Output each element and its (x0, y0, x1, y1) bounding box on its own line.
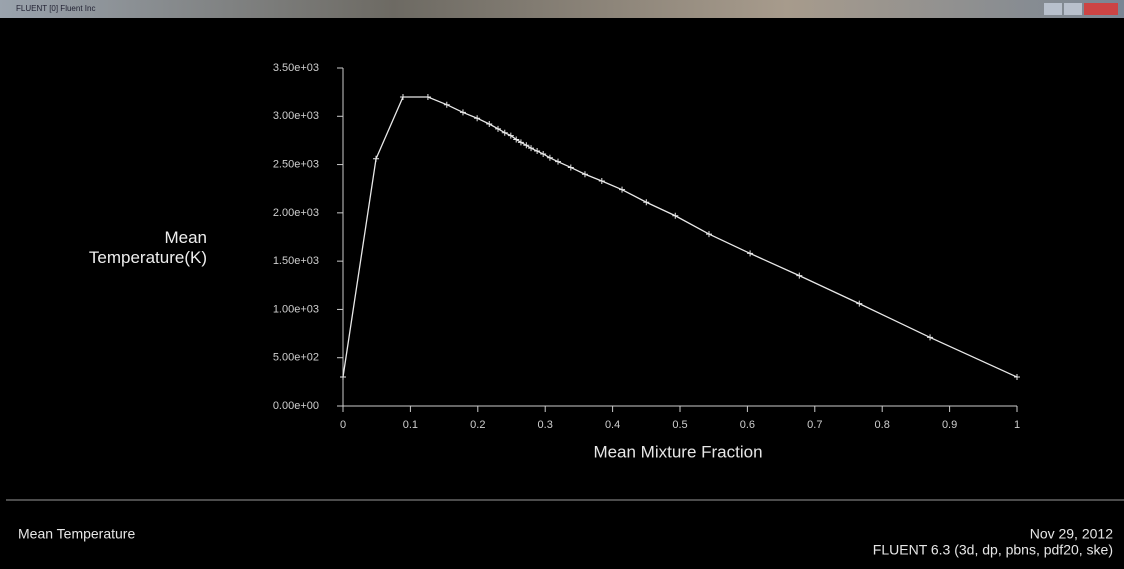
y-tick-label: 2.50e+03 (273, 158, 319, 170)
point-marker (528, 145, 535, 152)
x-tick-label: 0.3 (538, 419, 553, 431)
point-marker (567, 164, 574, 171)
point-marker (399, 93, 406, 100)
point-marker (474, 115, 481, 122)
point-marker (424, 93, 431, 100)
point-marker (443, 101, 450, 108)
x-tick-label: 0.1 (403, 419, 418, 431)
y-tick-label: 3.50e+03 (273, 62, 319, 74)
maximize-button[interactable] (1064, 3, 1082, 15)
point-marker (501, 129, 508, 136)
y-tick-label: 3.00e+03 (273, 110, 319, 122)
point-marker (495, 125, 502, 132)
point-marker (486, 121, 493, 128)
y-tick-label: 1.00e+03 (273, 303, 319, 315)
footer-title: Mean Temperature (18, 526, 135, 542)
title-bar (0, 0, 1124, 18)
point-marker (581, 171, 588, 178)
y-tick-label: 5.00e+02 (273, 352, 319, 364)
point-marker (1014, 374, 1020, 381)
point-marker (540, 150, 547, 157)
point-marker (340, 374, 346, 381)
y-tick-label: 0.00e+00 (273, 400, 319, 412)
point-marker (534, 148, 541, 155)
point-marker (598, 177, 605, 184)
x-tick-label: 0.9 (942, 419, 957, 431)
point-marker (555, 158, 562, 165)
point-marker (747, 250, 754, 257)
point-marker (523, 142, 530, 149)
x-tick-label: 0 (340, 419, 346, 431)
x-tick-label: 0.2 (470, 419, 485, 431)
line (342, 96, 1018, 378)
point-marker (373, 155, 380, 162)
x-axis-label: Mean Mixture Fraction (593, 442, 762, 461)
footer-version: FLUENT 6.3 (3d, dp, pbns, pdf20, ske) (873, 542, 1113, 558)
close-button[interactable] (1084, 3, 1118, 15)
minimize-button[interactable] (1044, 3, 1062, 15)
x-tick-label: 0.5 (672, 419, 687, 431)
x-tick-label: 0.6 (740, 419, 755, 431)
footer-date: Nov 29, 2012 (1030, 526, 1113, 542)
point-marker (459, 109, 466, 116)
x-tick-label: 1 (1014, 419, 1020, 431)
y-tick-label: 1.50e+03 (273, 255, 319, 267)
point-marker (619, 186, 626, 193)
point-marker (927, 334, 934, 341)
point-marker (517, 139, 524, 146)
point-marker (513, 136, 520, 143)
point-marker (507, 132, 514, 139)
point-marker (546, 154, 553, 161)
x-tick-label: 0.8 (875, 419, 890, 431)
x-tick-label: 0.7 (807, 419, 822, 431)
y-axis-label: Mean Temperature(K) (88, 228, 207, 267)
x-tick-label: 0.4 (605, 419, 620, 431)
point-marker (643, 199, 650, 206)
point-marker (856, 300, 863, 307)
point-marker (705, 231, 712, 238)
point-marker (672, 212, 679, 219)
point-marker (796, 272, 803, 279)
y-tick-label: 2.00e+03 (273, 207, 319, 219)
window-title: FLUENT [0] Fluent Inc (16, 4, 95, 13)
